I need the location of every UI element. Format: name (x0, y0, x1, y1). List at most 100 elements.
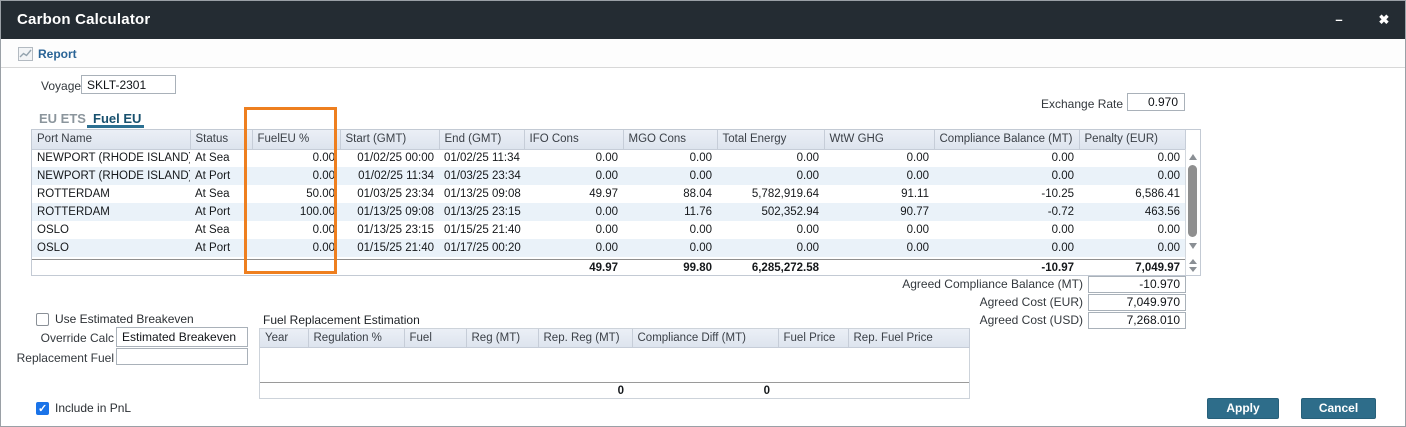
active-tab-underline (87, 125, 144, 128)
include-pnl-checkbox[interactable]: ✓ (36, 401, 49, 415)
table-row[interactable]: ROTTERDAM At Port 100.00 01/13/25 09:08 … (32, 203, 1185, 221)
agreed-cost-eur-label: Agreed Cost (EUR) (979, 295, 1083, 309)
cell-fueleu-editable[interactable]: 0.00 (312, 242, 335, 254)
replacement-fuel-input[interactable] (116, 348, 248, 365)
totals-spacer (32, 259, 190, 277)
col-fueleu-pct[interactable]: FuelEU % (252, 130, 341, 150)
fre-col-rep-fuel-price[interactable]: Rep. Fuel Price (848, 329, 970, 348)
cell-ifo: 49.97 (589, 188, 618, 200)
tab-fuel-eu[interactable]: Fuel EU (93, 111, 142, 126)
fre-col-reg-mt[interactable]: Reg (MT) (466, 329, 539, 348)
cell-status: At Port (195, 206, 231, 218)
col-status[interactable]: Status (190, 130, 253, 150)
col-wtw-ghg[interactable]: WtW GHG (824, 130, 935, 150)
cell-start: 01/13/25 23:15 (357, 224, 434, 236)
cell-mgo: 11.76 (684, 206, 712, 218)
cell-wtw: 0.00 (906, 152, 929, 165)
col-compliance-balance[interactable]: Compliance Balance (MT) (934, 130, 1080, 150)
titlebar: Carbon Calculator – ✖ (1, 1, 1405, 39)
vertical-scrollbar[interactable] (1185, 149, 1200, 275)
cell-status: At Port (195, 242, 231, 254)
fre-total-rep-reg: 0 (538, 381, 632, 399)
spinner-down-icon[interactable] (1189, 267, 1197, 272)
cell-end: 01/03/25 23:34 (444, 170, 521, 182)
agreed-cost-eur-input[interactable] (1088, 293, 1186, 311)
cell-mgo: 88.04 (683, 188, 712, 200)
fre-col-fuel[interactable]: Fuel (404, 329, 467, 348)
toolbar: Report (1, 39, 1405, 68)
close-icon[interactable]: ✖ (1378, 12, 1390, 27)
fre-col-rep-reg-mt[interactable]: Rep. Reg (MT) (538, 329, 633, 348)
cell-wtw: 91.11 (901, 188, 929, 200)
cell-fueleu: 0.00 (312, 152, 335, 165)
cell-mgo: 0.00 (689, 170, 712, 182)
agreed-cost-usd-input[interactable] (1088, 311, 1186, 329)
cell-mgo: 0.00 (689, 242, 712, 254)
exchange-rate-input[interactable] (1127, 93, 1185, 111)
table-row[interactable]: OSLO At Sea 0.00 01/13/25 23:15 01/15/25… (32, 221, 1185, 239)
cell-penalty: 0.00 (1157, 224, 1180, 236)
scroll-up-icon[interactable] (1189, 154, 1197, 160)
col-end-gmt[interactable]: End (GMT) (439, 130, 525, 150)
scrollbar-thumb[interactable] (1188, 165, 1197, 237)
use-estimated-breakeven-checkbox[interactable] (36, 312, 49, 326)
cell-fueleu-editable[interactable]: 0.00 (312, 224, 335, 236)
cell-port: NEWPORT (RHODE ISLAND) (37, 170, 190, 182)
cell-wtw: 0.00 (906, 242, 929, 254)
cell-end: 01/15/25 21:40 (444, 224, 521, 236)
fre-col-regulation[interactable]: Regulation % (308, 329, 405, 348)
cell-energy: 0.00 (796, 170, 819, 182)
fre-col-year[interactable]: Year (260, 329, 309, 348)
cell-fueleu: 100.00 (299, 206, 335, 218)
fre-col-fuel-price[interactable]: Fuel Price (778, 329, 849, 348)
report-button[interactable]: Report (18, 44, 77, 63)
cell-penalty: 6,586.41 (1135, 188, 1180, 200)
col-start-gmt[interactable]: Start (GMT) (340, 130, 440, 150)
cell-start: 01/03/25 23:34 (357, 188, 434, 200)
cell-compliance: -0.72 (1047, 206, 1074, 218)
voyage-legs-table: Port Name Status FuelEU % Start (GMT) En… (31, 129, 1201, 277)
cell-fueleu: 0.00 (312, 170, 335, 182)
include-pnl-label: Include in PnL (55, 401, 132, 415)
cell-port: OSLO (37, 224, 69, 236)
scroll-down-icon[interactable] (1189, 243, 1197, 249)
apply-button[interactable]: Apply (1207, 398, 1279, 419)
use-estimated-breakeven-label: Use Estimated Breakeven (55, 312, 194, 326)
fre-col-compliance-diff[interactable]: Compliance Diff (MT) (632, 329, 779, 348)
total-mgo: 99.80 (623, 259, 717, 277)
cell-energy: 0.00 (796, 152, 819, 165)
table-row[interactable]: OSLO At Port 0.00 01/15/25 21:40 01/17/2… (32, 239, 1185, 257)
cell-wtw: 90.77 (900, 206, 929, 218)
fre-total-compliance-diff: 0 (632, 381, 778, 399)
col-total-energy[interactable]: Total Energy (717, 130, 825, 150)
replacement-fuel-label: Replacement Fuel (16, 351, 114, 365)
cell-status: At Port (195, 170, 231, 182)
tab-eu-ets[interactable]: EU ETS (39, 111, 86, 126)
cell-penalty: 0.00 (1157, 242, 1180, 254)
cancel-button[interactable]: Cancel (1301, 398, 1376, 419)
fre-empty-body (260, 348, 969, 382)
col-penalty[interactable]: Penalty (EUR) (1079, 130, 1186, 150)
exchange-rate-label: Exchange Rate (1041, 97, 1124, 111)
minimize-icon[interactable]: – (1335, 12, 1343, 27)
col-port-name[interactable]: Port Name (32, 130, 191, 150)
cell-ifo: 0.00 (595, 152, 618, 165)
agreed-cost-usd-label: Agreed Cost (USD) (979, 313, 1083, 327)
cell-wtw: 0.00 (906, 224, 929, 236)
cell-start: 01/13/25 09:08 (357, 206, 434, 218)
voyage-input[interactable] (81, 75, 176, 94)
table-row[interactable]: NEWPORT (RHODE ISLAND) At Port 0.00 01/0… (32, 167, 1185, 185)
total-compliance: -10.97 (934, 259, 1079, 277)
cell-port: OSLO (37, 242, 69, 254)
cell-energy: 0.00 (796, 242, 819, 254)
col-ifo-cons[interactable]: IFO Cons (524, 130, 624, 150)
spinner-up-icon[interactable] (1189, 259, 1197, 264)
table-row[interactable]: ROTTERDAM At Sea 50.00 01/03/25 23:34 01… (32, 185, 1185, 203)
table-row[interactable]: NEWPORT (RHODE ISLAND) At Sea 0.00 01/02… (32, 149, 1185, 167)
cell-status: At Sea (195, 224, 230, 236)
cell-ifo: 0.00 (595, 170, 618, 182)
col-mgo-cons[interactable]: MGO Cons (623, 130, 718, 150)
agreed-compliance-input[interactable] (1088, 275, 1186, 293)
override-calc-input[interactable] (116, 327, 248, 347)
